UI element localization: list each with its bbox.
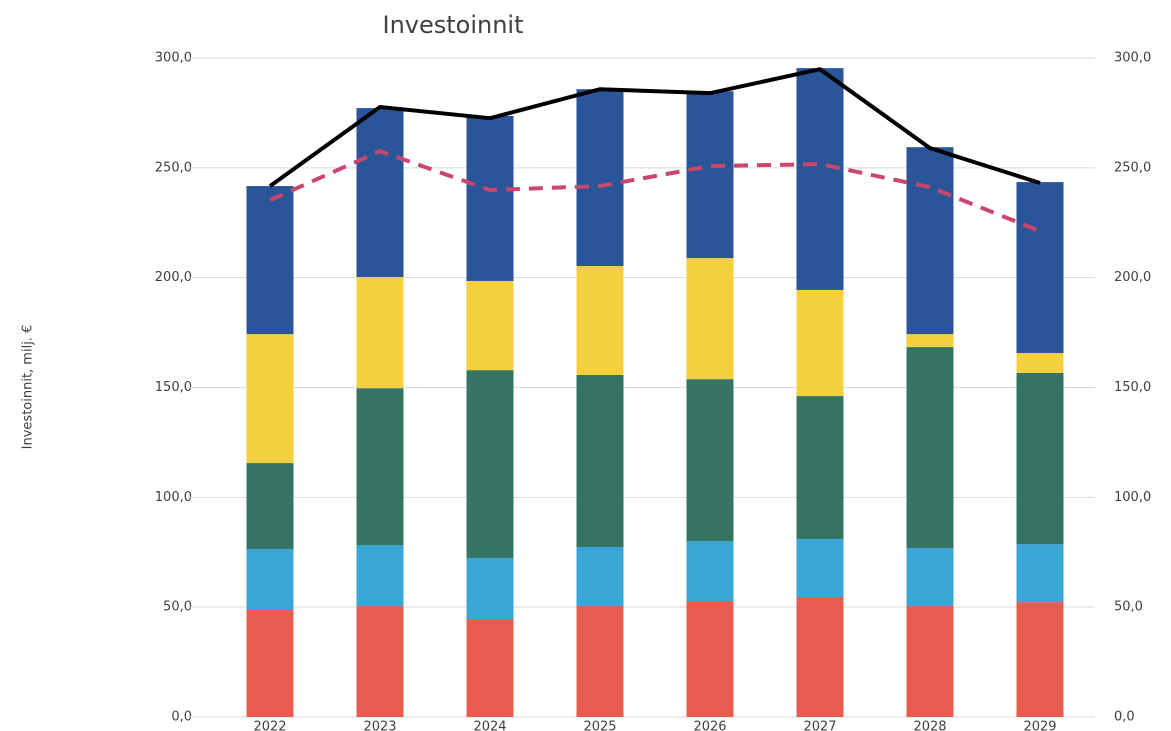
bar-segment [246, 334, 294, 464]
x-tick-label: 2022 [253, 720, 286, 731]
bar-segment [906, 606, 954, 717]
bar-segment [246, 548, 294, 611]
bar-segment [1016, 602, 1064, 717]
bar-segment [906, 334, 954, 348]
bar-segment [246, 610, 294, 717]
y-tick-label: 300,0 [155, 51, 192, 66]
bar-segment [686, 541, 734, 602]
y2-tick-label: 100,0 [1114, 490, 1151, 505]
line [268, 67, 1041, 188]
bar-segment [466, 557, 514, 620]
bar-segment [906, 347, 954, 549]
x-tick-label: 2029 [1023, 720, 1056, 731]
y2-tick-label: 250,0 [1114, 160, 1151, 175]
x-tick-label: 2024 [473, 720, 506, 731]
bar-segment [1016, 373, 1064, 545]
bar-segment [576, 374, 624, 547]
y-axis-label: Investoinnit, milj. € [21, 325, 36, 450]
y-tick-label: 50,0 [163, 600, 192, 615]
bar-segment [1016, 544, 1064, 603]
y-tick-label: 200,0 [155, 270, 192, 285]
bar-segment [796, 68, 844, 290]
y2-tick-label: 50,0 [1114, 600, 1143, 615]
bar-segment [1016, 182, 1064, 354]
bar-segment [576, 266, 624, 375]
bar-segment [356, 545, 404, 607]
x-tick-label: 2023 [363, 720, 396, 731]
x-tick-label: 2028 [913, 720, 946, 731]
bar-segment [1016, 353, 1064, 374]
x-tick-label: 2027 [803, 720, 836, 731]
bar-segment [466, 619, 514, 717]
y-tick-label: 0,0 [171, 710, 192, 725]
y-tick-label: 150,0 [155, 380, 192, 395]
bar-segment [686, 379, 734, 542]
bar-segment [906, 147, 954, 335]
bar-segment [466, 370, 514, 558]
y2-tick-label: 0,0 [1114, 710, 1135, 725]
bar-segment [356, 388, 404, 546]
bar-segment [576, 89, 624, 267]
bar-segment [906, 548, 954, 607]
y2-tick-label: 300,0 [1114, 51, 1151, 66]
y2-tick-label: 150,0 [1114, 380, 1151, 395]
bar-segment [796, 289, 844, 397]
bar-segment [246, 186, 294, 335]
bar-segment [356, 277, 404, 389]
bar-segment [576, 546, 624, 607]
line [269, 149, 1041, 233]
y-tick-label: 250,0 [155, 160, 192, 175]
bar-segment [246, 463, 294, 549]
y2-tick-label: 200,0 [1114, 270, 1151, 285]
bar-segment [466, 115, 514, 281]
bar-segment [686, 601, 734, 717]
bar-segment [686, 258, 734, 380]
bar-segment [356, 108, 404, 278]
x-tick-label: 2025 [583, 720, 616, 731]
bar-segment [796, 597, 844, 717]
chart-title: Investoinnit [382, 11, 523, 39]
bar-segment [466, 280, 514, 371]
x-tick-label: 2026 [693, 720, 726, 731]
bar-segment [576, 606, 624, 717]
bar-segment [796, 396, 844, 540]
bar-segment [686, 91, 734, 259]
bar-segment [356, 606, 404, 717]
bar-segment [796, 539, 844, 598]
y-tick-label: 100,0 [155, 490, 192, 505]
